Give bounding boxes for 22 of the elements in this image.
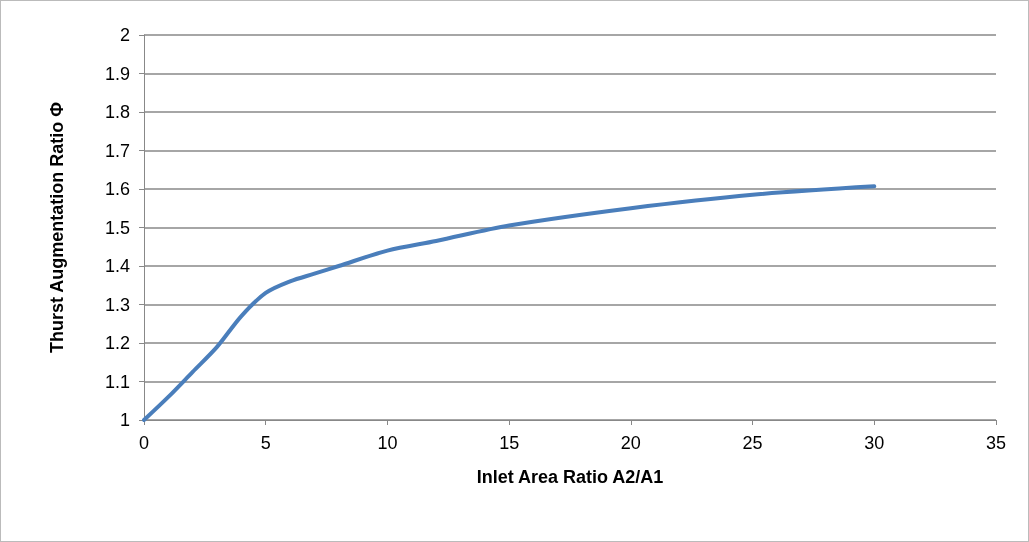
y-tick-label: 1.9 xyxy=(104,63,130,84)
y-tick-label: 1 xyxy=(119,410,130,430)
x-tick-label: 0 xyxy=(138,433,150,453)
y-tick-label: 1.6 xyxy=(104,179,130,199)
y-tick-label: 1.2 xyxy=(104,333,130,353)
y-tick-label: 1.7 xyxy=(104,140,130,161)
x-tick-label: 15 xyxy=(499,433,520,453)
x-tick-label: 10 xyxy=(377,433,398,453)
x-tick-label: 35 xyxy=(985,433,1007,453)
y-tick-label: 1.1 xyxy=(104,371,130,392)
y-tick-label: 2 xyxy=(119,25,130,45)
x-tick-label: 30 xyxy=(864,433,885,453)
x-tick-label: 25 xyxy=(742,433,763,453)
y-axis-title: Thurst Augmentation Ratio Φ xyxy=(47,101,67,354)
y-tick-label: 1.8 xyxy=(104,102,130,122)
y-tick-label: 1.5 xyxy=(104,217,130,238)
line-series xyxy=(142,184,877,422)
x-tick-label: 20 xyxy=(620,433,641,453)
x-axis-title: Inlet Area Ratio A2/A1 xyxy=(476,467,664,487)
y-tick-label: 1.4 xyxy=(104,256,130,276)
x-tick-label: 5 xyxy=(260,433,271,453)
y-tick-label: 1.3 xyxy=(104,294,130,315)
